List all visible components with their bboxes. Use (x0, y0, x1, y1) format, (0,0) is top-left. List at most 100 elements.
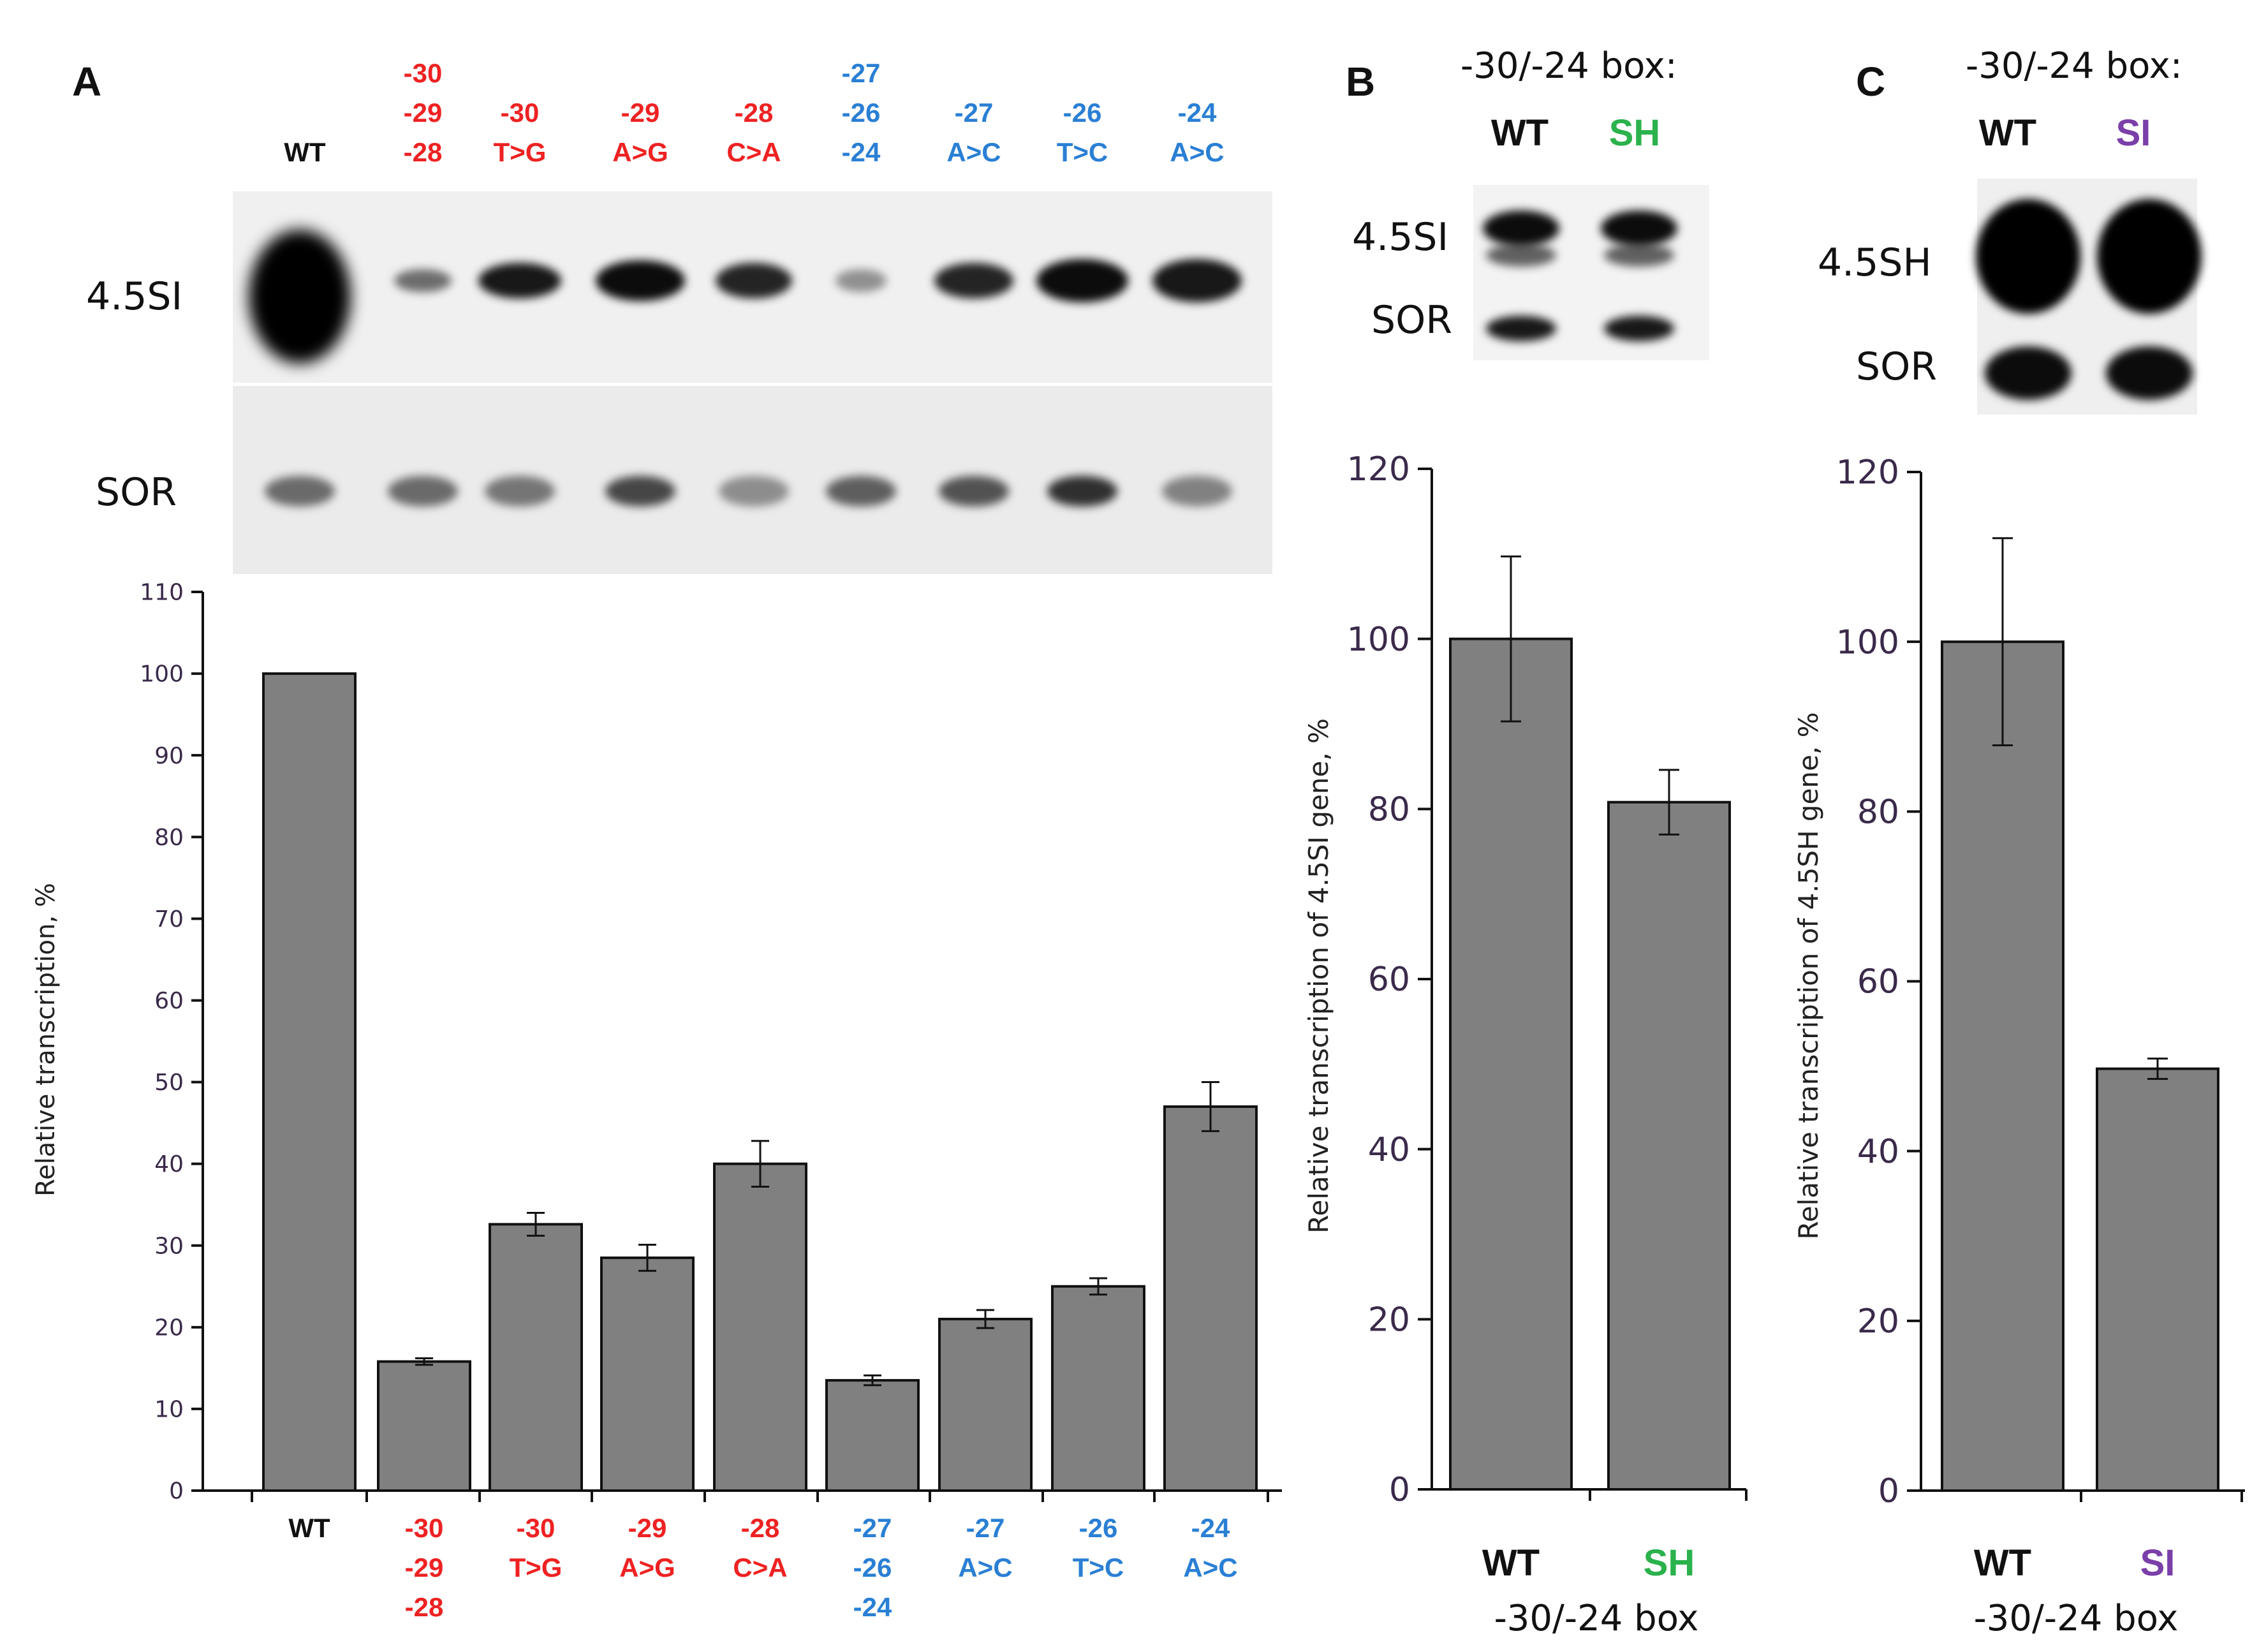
chart-b-bars (1449, 555, 1731, 1491)
lane-label-line: -29 (628, 1513, 667, 1543)
lane-label-line: -26 (853, 1552, 892, 1582)
y-tick-label: 120 (1347, 450, 1410, 489)
gel-b-bands (1483, 210, 1677, 341)
lane-labels-b-bottom: WT SH (1482, 1542, 1695, 1584)
gel-b (1473, 185, 1709, 360)
lane-label-line: -29 (621, 98, 660, 128)
lane-label-line: WT (288, 1513, 330, 1543)
gel-band (1486, 316, 1556, 341)
chart-a-bars (262, 672, 1258, 1493)
gel-band (2106, 346, 2193, 400)
chart-b-y-label: Relative transcription of 4.5SI gene, % (1303, 718, 1334, 1234)
condition-label-wt: WT (1974, 1542, 2031, 1584)
y-tick-label: 10 (154, 1397, 184, 1423)
lane-label-line: C>A (726, 137, 781, 167)
gel-band (1976, 199, 2080, 314)
gel-band (1483, 210, 1559, 246)
bar--30-t-g (489, 1223, 583, 1492)
gel-band (1604, 244, 1674, 267)
lane-label-line: A>C (946, 137, 1001, 167)
y-tick-label: 100 (1347, 621, 1410, 659)
bar--27-a-c (938, 1318, 1033, 1492)
y-tick-label: 0 (169, 1479, 184, 1505)
y-tick-label: 70 (154, 906, 184, 933)
y-tick-label: 20 (1368, 1301, 1410, 1339)
gel-band (478, 263, 561, 299)
condition-label-wt: WT (1979, 112, 2036, 154)
gel-band (716, 263, 792, 299)
lane-label-line: A>C (1183, 1552, 1237, 1582)
lane-label-line: -26 (1063, 98, 1102, 128)
y-tick-label: 60 (154, 988, 184, 1014)
bar-wt (1941, 640, 2064, 1493)
y-tick-label: 20 (1857, 1302, 1899, 1341)
bar--26-t-c (1051, 1285, 1145, 1492)
lane-label-line: T>C (1057, 137, 1108, 167)
panel-letter-b: B (1346, 59, 1375, 105)
condition-label-wt: WT (1491, 112, 1549, 154)
y-tick-label: 30 (154, 1233, 184, 1259)
gel-b-top-label: 4.5SI (1352, 215, 1448, 260)
lane-label-line: T>G (510, 1552, 563, 1582)
chart-b-ticks: 0 20 40 60 80 100 120 (1347, 450, 1748, 1509)
lane-labels-c-bottom: WT SI (1974, 1542, 2175, 1584)
panel-c-box-bottom: -30/-24 box (1974, 1598, 2179, 1639)
panel-letter-c: C (1856, 59, 1885, 105)
gel-band (1036, 259, 1128, 302)
y-tick-label: 0 (1389, 1471, 1410, 1509)
gel-band (394, 269, 452, 292)
gel-band (1985, 346, 2071, 400)
bar--29-a-g (600, 1256, 695, 1492)
y-tick-label: 100 (1836, 623, 1899, 661)
gel-a-bottom-label: SOR (96, 470, 177, 515)
lane-label-line: T>G (494, 137, 547, 167)
gel-band (249, 230, 351, 364)
gel-band (1604, 316, 1674, 341)
chart-a-ticks: 0 10 20 30 40 50 60 70 80 90 100 110 (140, 580, 1269, 1505)
bar-wt (262, 672, 357, 1492)
lane-label-line: A>C (958, 1552, 1012, 1582)
lane-label-line: C>A (733, 1552, 787, 1582)
lane-label-line: -24 (1191, 1513, 1230, 1543)
y-tick-label: 120 (1836, 454, 1899, 492)
gel-band (1601, 210, 1677, 246)
gel-c-top-label: 4.5SH (1818, 240, 1932, 285)
y-tick-label: 110 (140, 580, 184, 606)
y-tick-label: 40 (1857, 1133, 1899, 1171)
condition-label-si: SI (2140, 1542, 2175, 1584)
chart-c-y-label: Relative transcription of 4.5SH gene, % (1793, 712, 1824, 1240)
lane-label-line: -26 (1079, 1513, 1118, 1543)
chart-a: 0 10 20 30 40 50 60 70 80 90 100 110 Relative trans… (31, 580, 1282, 1505)
gel-band (485, 476, 555, 506)
gel-band (1152, 259, 1242, 302)
lane-label-line: -24 (842, 137, 881, 167)
gel-band (265, 476, 335, 506)
y-tick-label: 20 (154, 1315, 184, 1341)
gel-a-bands (249, 230, 1242, 506)
lane-label-line: -27 (966, 1513, 1005, 1543)
bar--27-26-24 (825, 1379, 920, 1493)
lane-label-line: -29 (404, 98, 443, 128)
lane-label-line: -27 (842, 58, 881, 88)
y-tick-label: 100 (140, 661, 184, 688)
y-tick-label: 40 (1368, 1131, 1410, 1169)
y-tick-label: 0 (1878, 1472, 1899, 1510)
y-tick-label: 60 (1857, 963, 1899, 1001)
gel-band (1047, 476, 1117, 506)
lane-label-line: -24 (853, 1592, 892, 1622)
lane-label-line: -30 (501, 98, 540, 128)
lane-label-line: -24 (1178, 98, 1217, 128)
lane-label-line: T>C (1073, 1552, 1124, 1582)
gel-c (1976, 179, 2202, 415)
lane-label-line: -30 (404, 58, 443, 88)
y-tick-label: 50 (154, 1070, 184, 1096)
lane-labels-a-bottom: WT -30 -29 -28 -30 T>G -29 A>G -28 C>A -27 -26 -24 -2… (288, 1513, 1237, 1622)
y-tick-label: 80 (1857, 793, 1899, 832)
gel-c-bottom-label: SOR (1856, 344, 1937, 389)
gel-band (934, 263, 1013, 299)
bar--30-29-28 (377, 1360, 471, 1493)
lane-label-line: -28 (741, 1513, 780, 1543)
chart-b: 0 20 40 60 80 100 120 Relative transcription o… (1303, 450, 1748, 1509)
lane-labels-c-top: WT SI (1979, 112, 2151, 154)
lane-label-line: A>C (1170, 137, 1224, 167)
